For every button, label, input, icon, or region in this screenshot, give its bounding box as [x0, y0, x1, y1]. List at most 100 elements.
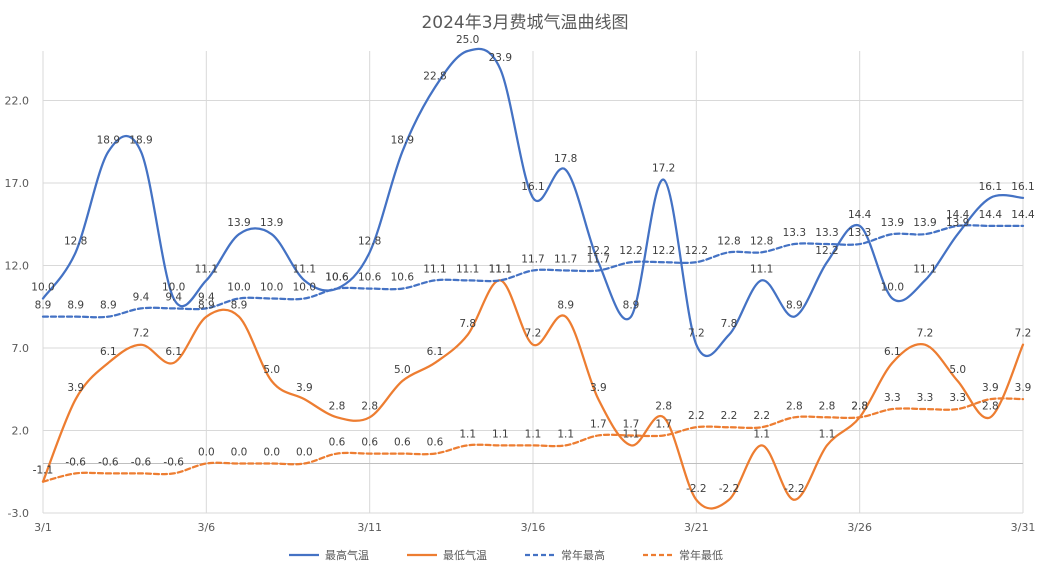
max-temp-data-label: 16.1 [979, 181, 1002, 193]
x-tick-label: 3/16 [521, 521, 546, 534]
normal-max-data-label: 8.9 [67, 300, 84, 312]
min-temp-data-label: 8.9 [198, 300, 215, 312]
min-temp-data-label: -2.2 [784, 483, 805, 495]
x-tick-label: 3/1 [34, 521, 52, 534]
legend: 最高气温 最低气温 常年最高 常年最低 [289, 548, 723, 562]
min-temp-data-label: 1.1 [819, 428, 836, 440]
legend-label-normal-min: 常年最低 [679, 548, 723, 562]
min-temp-data-label: 3.9 [67, 382, 84, 394]
max-temp-data-label: 13.9 [227, 217, 250, 229]
max-temp-data-label: 11.1 [195, 263, 218, 275]
min-temp-data-label: 7.2 [133, 328, 150, 340]
normal-min-data-label: 3.3 [917, 392, 934, 404]
max-temp-data-label: 7.8 [721, 318, 738, 330]
max-temp-data-label: 10.0 [162, 282, 185, 294]
normal-max-data-label: 13.9 [913, 217, 936, 229]
normal-min-data-label: 0.6 [427, 437, 444, 449]
normal-max-data-label: 12.2 [619, 245, 642, 257]
normal-min-data-label: 0.6 [329, 437, 346, 449]
legend-label-min-temp: 最低气温 [443, 548, 487, 562]
min-temp-data-label: 6.1 [165, 346, 182, 358]
normal-max-data-label: 12.2 [652, 245, 675, 257]
normal-max-data-label: 9.4 [198, 291, 215, 303]
max-temp-data-label: 16.1 [1011, 181, 1034, 193]
normal-max-data-label: 13.9 [881, 217, 904, 229]
y-tick-label: 22.0 [5, 95, 30, 108]
normal-min-data-label: 2.8 [786, 400, 803, 412]
normal-max-data-label: 10.0 [260, 282, 283, 294]
min-temp-data-label: 5.0 [394, 364, 411, 376]
max-temp-data-label: 10.0 [881, 282, 904, 294]
min-temp-data-label: 6.1 [884, 346, 901, 358]
min-temp-data-label: 1.1 [623, 428, 640, 440]
min-temp-data-label: 7.8 [459, 318, 476, 330]
y-tick-label: 7.0 [12, 342, 30, 355]
max-temp-data-label: 12.8 [64, 235, 87, 247]
y-tick-label: 2.0 [12, 425, 30, 438]
max-temp-data-label: 13.9 [260, 217, 283, 229]
normal-min-data-label: -0.6 [98, 456, 119, 468]
normal-max-data-label: 11.1 [456, 263, 479, 275]
normal-min-data-label: 2.2 [721, 410, 738, 422]
series-lines [41, 47, 1025, 510]
max-temp-data-label: 12.8 [358, 235, 381, 247]
max-temp-data-label: 10.0 [31, 282, 54, 294]
min-temp-data-label: 7.2 [525, 328, 542, 340]
normal-max-data-label: 14.4 [946, 209, 970, 221]
normal-min-data-label: 0.6 [361, 437, 378, 449]
normal-max-data-label: 11.1 [423, 263, 446, 275]
max-temp-data-label: 18.9 [129, 135, 152, 147]
normal-min-data-label: -0.6 [65, 456, 86, 468]
normal-max-data-label: 12.2 [685, 245, 708, 257]
max-temp-data-label: 16.1 [521, 181, 544, 193]
min-temp-data-label: -2.2 [719, 483, 740, 495]
normal-max-data-label: 11.7 [554, 253, 577, 265]
min-temp-data-label: 6.1 [100, 346, 117, 358]
normal-max-data-label: 14.4 [1011, 209, 1035, 221]
max-temp-data-label: 12.2 [815, 245, 838, 257]
min-temp-data-label: 3.9 [590, 382, 607, 394]
normal-max-data-label: 9.4 [133, 291, 150, 303]
max-temp-data-label: 17.2 [652, 163, 675, 175]
normal-max-data-label: 14.4 [979, 209, 1003, 221]
max-temp-data-label: 7.2 [688, 328, 705, 340]
normal-min-data-label: 3.3 [949, 392, 966, 404]
min-temp-data-label: -2.2 [686, 483, 707, 495]
normal-max-data-label: 10.6 [358, 272, 382, 284]
max-temp-line [41, 47, 1025, 358]
normal-max-data-label: 10.0 [227, 282, 250, 294]
min-temp-data-label: 2.8 [851, 400, 868, 412]
normal-min-data-label: 0.0 [231, 447, 248, 459]
min-temp-data-label: 5.0 [949, 364, 966, 376]
normal-max-data-label: 10.6 [391, 272, 415, 284]
normal-min-data-label: 3.3 [884, 392, 901, 404]
normal-max-data-label: 8.9 [35, 300, 52, 312]
normal-min-data-label: 1.1 [459, 428, 476, 440]
max-temp-data-label: 8.9 [786, 300, 803, 312]
min-temp-data-label: 2.8 [361, 400, 378, 412]
normal-min-data-label: 0.0 [296, 447, 313, 459]
axes: -3.0 2.0 7.0 12.0 17.0 22.0 3/1 3/6 3/11 3/16 3/21… [5, 95, 1036, 535]
min-temp-data-label: 2.8 [329, 400, 346, 412]
x-tick-label: 3/21 [684, 521, 709, 534]
max-temp-data-label: 14.4 [848, 209, 872, 221]
normal-max-line [41, 224, 1025, 319]
normal-max-data-label: 11.1 [489, 263, 512, 275]
max-temp-data-label: 8.9 [623, 300, 640, 312]
max-temp-data-label: 23.9 [489, 52, 512, 64]
normal-max-data-label: 12.8 [717, 235, 740, 247]
max-temp-data-label: 13.9 [946, 217, 969, 229]
max-temp-data-label: 10.6 [325, 272, 349, 284]
normal-min-data-label: 0.6 [394, 437, 411, 449]
normal-min-data-label: 2.8 [851, 400, 868, 412]
normal-max-data-label: 11.7 [521, 253, 544, 265]
x-tick-label: 3/31 [1011, 521, 1036, 534]
min-temp-data-label: 8.9 [231, 300, 248, 312]
x-tick-label: 3/6 [197, 521, 215, 534]
normal-min-data-label: 3.9 [982, 382, 999, 394]
max-temp-data-label: 18.9 [97, 135, 120, 147]
min-temp-data-label: -1.1 [33, 465, 54, 477]
max-temp-data-label: 18.9 [391, 135, 414, 147]
